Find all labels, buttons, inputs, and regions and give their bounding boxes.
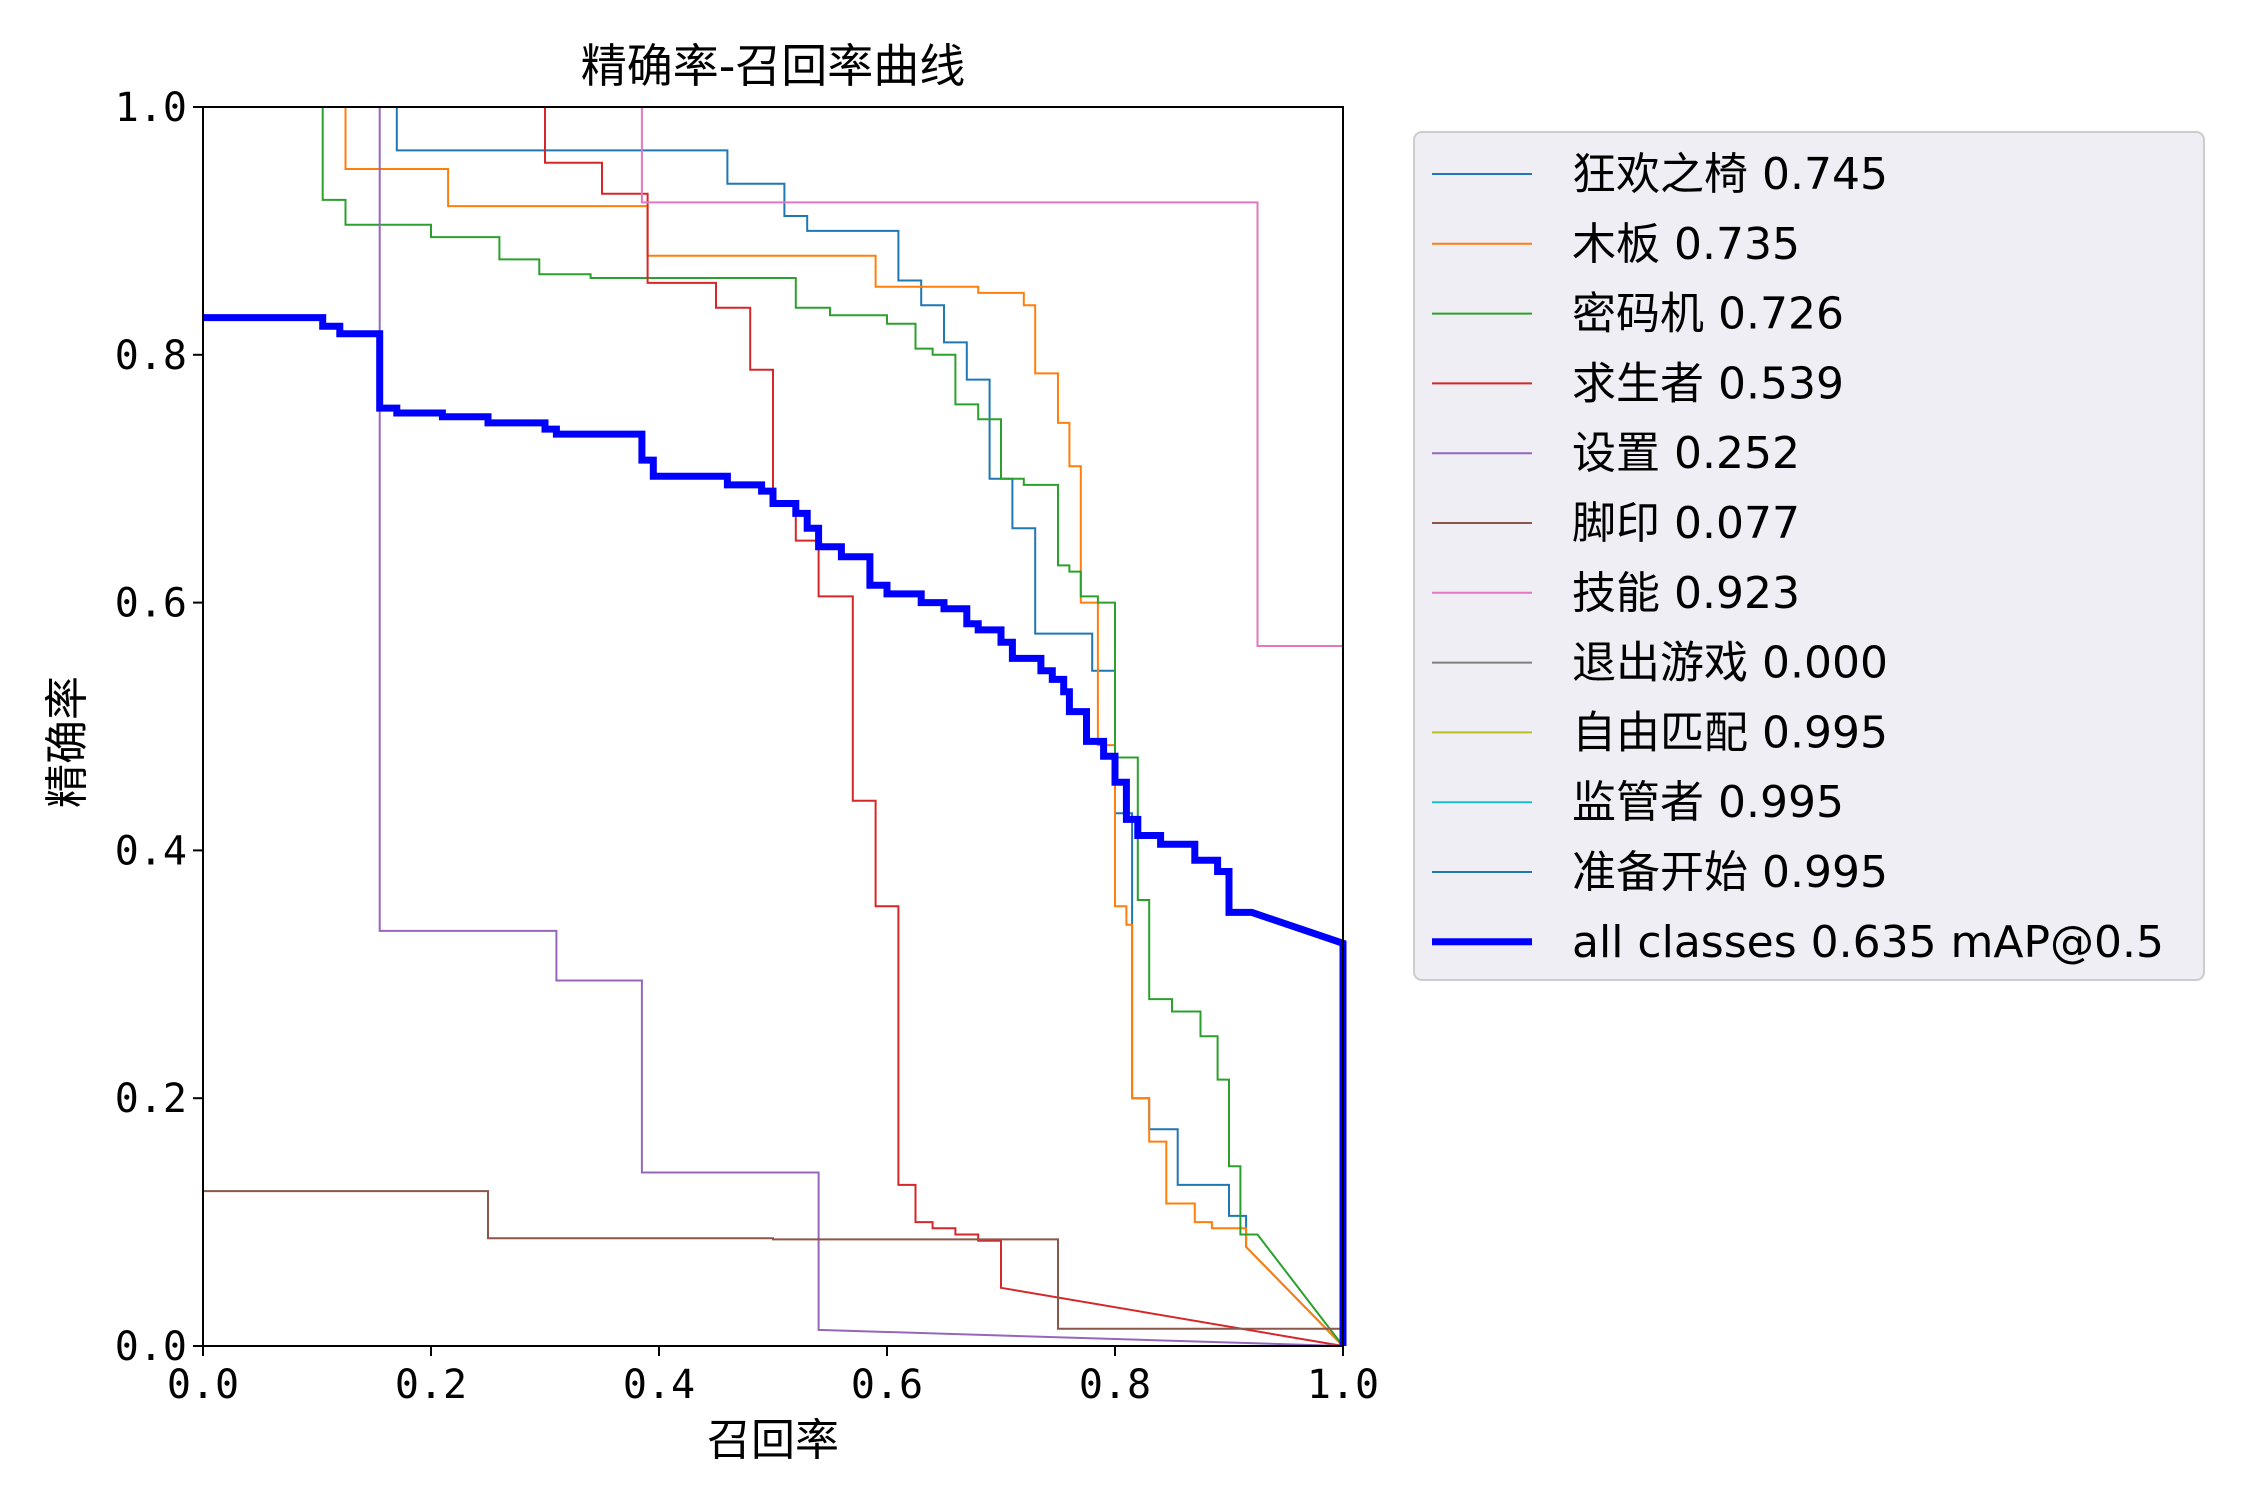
y-tick-label: 0.6	[115, 581, 187, 627]
series-line-0	[395, 107, 1344, 1347]
series-line-6	[640, 107, 1343, 647]
x-tick-label: 0.6	[851, 1362, 923, 1408]
legend-entry: 脚印 0.077	[1572, 498, 1800, 549]
y-tick-label: 0.0	[115, 1324, 187, 1370]
chart-title: 精确率-召回率曲线	[581, 39, 966, 93]
legend-entry: 退出游戏 0.000	[1572, 638, 1888, 689]
legend-entry: 自由匹配 0.995	[1572, 707, 1888, 758]
plot-frame	[202, 106, 1344, 1347]
y-tick-label: 0.8	[115, 333, 187, 379]
x-tick-label: 0.0	[167, 1362, 239, 1408]
legend-entry: 狂欢之椅 0.745	[1572, 149, 1888, 200]
series-line-2	[321, 107, 1344, 1347]
series-line-3	[544, 107, 1344, 1347]
series-line-9	[203, 106, 1344, 1346]
legend-entry: 密码机 0.726	[1572, 289, 1844, 340]
legend-entry: 准备开始 0.995	[1572, 847, 1888, 898]
axes: 0.0 0.2 0.4 0.6 0.8 1.0 0.0 0.2 0.4 0.6 0.8 1.0	[115, 85, 1379, 1408]
y-tick-label: 0.4	[115, 828, 187, 874]
series-line-5	[203, 1190, 1343, 1330]
series-line-4	[378, 107, 1344, 1347]
legend-entry: 求生者 0.539	[1572, 358, 1844, 409]
series-line-8	[203, 106, 1344, 1346]
plot-area	[203, 106, 1347, 1347]
legend-entry: 木板 0.735	[1572, 219, 1800, 270]
legend-entry: 技能 0.923	[1572, 568, 1800, 619]
legend-entry: all classes 0.635 mAP@0.5	[1572, 917, 2164, 968]
series-line-10	[203, 106, 1344, 1346]
x-axis-label: 召回率	[707, 1415, 839, 1466]
x-tick-label: 0.2	[395, 1362, 467, 1408]
x-tick-label: 0.4	[623, 1362, 695, 1408]
y-tick-label: 1.0	[115, 85, 187, 131]
x-tick-label: 0.8	[1079, 1362, 1151, 1408]
series-line-11	[203, 314, 1347, 1346]
y-axis-label: 精确率	[42, 676, 93, 808]
legend-box	[1413, 131, 2205, 981]
legend: 狂欢之椅 0.745 木板 0.735 密码机 0.726 求生者 0.539 设置 0…	[1413, 131, 2205, 981]
series-line-1	[344, 107, 1344, 1347]
y-tick-label: 0.2	[115, 1076, 187, 1122]
legend-entry: 设置 0.252	[1572, 428, 1800, 479]
x-tick-label: 1.0	[1307, 1362, 1379, 1408]
legend-entry: 监管者 0.995	[1572, 777, 1844, 828]
